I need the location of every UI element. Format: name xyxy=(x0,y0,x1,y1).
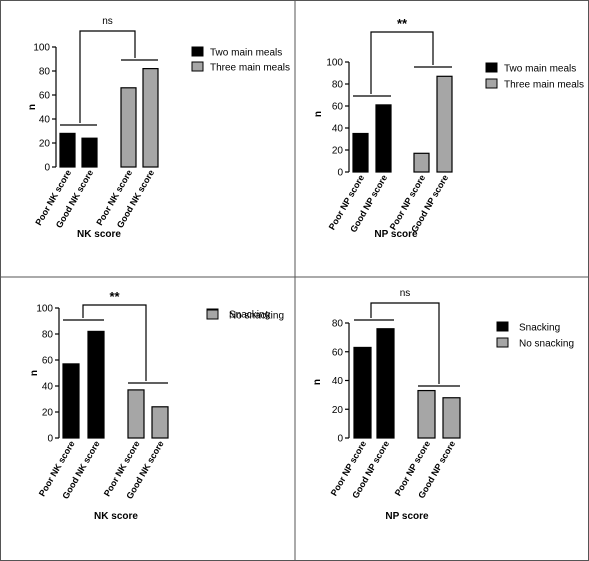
y-tick-label: 20 xyxy=(332,146,344,157)
y-axis-label: n xyxy=(313,111,324,117)
bar xyxy=(120,87,137,168)
y-tick-label: 40 xyxy=(332,124,344,135)
legend-label: Snacking xyxy=(229,310,270,321)
legend-swatch xyxy=(191,61,204,72)
legend: Two main meals Three main meals xyxy=(485,62,584,91)
y-tick-label: 0 xyxy=(337,434,343,445)
legend-swatch xyxy=(191,46,204,57)
bar xyxy=(127,389,145,439)
bar xyxy=(375,104,392,173)
y-tick-label: 80 xyxy=(42,330,54,341)
y-axis-label: n xyxy=(27,104,38,110)
y-tick-label: 40 xyxy=(42,382,54,393)
y-axis-label: n xyxy=(29,370,40,376)
significance-label: ns xyxy=(102,16,113,27)
significance-label: ** xyxy=(109,289,120,304)
y-tick-label: 20 xyxy=(39,139,51,150)
y-axis-label: n xyxy=(312,379,323,385)
significance-bracket xyxy=(82,304,147,381)
bar xyxy=(87,330,105,439)
y-tick-label: 100 xyxy=(326,58,343,69)
significance-bracket xyxy=(370,31,434,94)
y-tick-label: 0 xyxy=(44,163,50,174)
y-tick-label: 40 xyxy=(332,376,344,387)
bar xyxy=(62,363,80,439)
y-tick-label: 100 xyxy=(36,304,53,315)
bar xyxy=(436,75,453,173)
legend: Two main meals Three main meals xyxy=(191,46,290,74)
y-tick-label: 40 xyxy=(39,115,51,126)
significance-bracket xyxy=(370,302,440,384)
y-tick-label: 80 xyxy=(39,67,51,78)
y-tick-label: 80 xyxy=(332,319,344,330)
bar xyxy=(142,67,159,168)
legend: Snacking No snacking xyxy=(496,321,574,350)
bar xyxy=(417,389,436,439)
legend-label: Three main meals xyxy=(210,63,290,74)
legend-swatch xyxy=(496,321,509,332)
y-tick-label: 60 xyxy=(332,102,344,113)
x-axis-label: NP score xyxy=(374,229,418,240)
bar xyxy=(151,406,169,439)
x-axis-label: NP score xyxy=(385,511,429,522)
legend-label: Three main meals xyxy=(504,80,584,91)
legend-label: Snacking xyxy=(519,323,560,334)
y-tick-label: 20 xyxy=(332,405,344,416)
significance-bracket xyxy=(79,30,136,123)
bar xyxy=(352,132,369,173)
legend-swatch xyxy=(485,62,498,73)
legend-label: No snacking xyxy=(519,339,574,350)
significance-label: ** xyxy=(397,16,408,31)
y-tick-label: 60 xyxy=(332,347,344,358)
legend-label: Two main meals xyxy=(210,48,282,59)
legend-label: No snacking xyxy=(229,311,284,322)
x-axis-label: NK score xyxy=(94,511,138,522)
bar xyxy=(81,137,98,168)
legend-swatch xyxy=(496,337,509,348)
y-tick-label: 100 xyxy=(33,43,50,54)
legend-swatch xyxy=(485,78,498,89)
y-tick-label: 60 xyxy=(39,91,51,102)
legend-label: Two main meals xyxy=(504,64,576,75)
legend-swatch xyxy=(206,309,219,320)
y-tick-label: 0 xyxy=(47,434,53,445)
bar xyxy=(442,397,461,439)
x-axis-label: NK score xyxy=(77,229,121,240)
y-tick-label: 20 xyxy=(42,408,54,419)
bar xyxy=(353,346,372,439)
y-tick-label: 0 xyxy=(337,168,343,179)
bar xyxy=(59,132,76,168)
bar xyxy=(413,152,430,173)
y-tick-label: 80 xyxy=(332,80,344,91)
significance-label: ns xyxy=(400,288,411,299)
bar xyxy=(376,328,395,439)
y-tick-label: 60 xyxy=(42,356,54,367)
